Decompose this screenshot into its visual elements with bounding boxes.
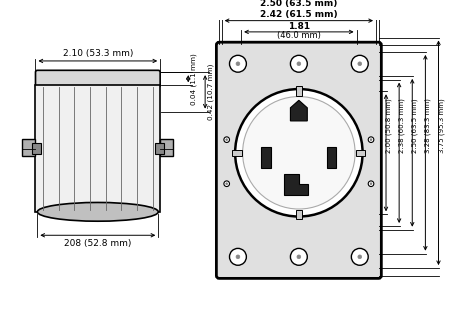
Polygon shape xyxy=(160,139,173,156)
Ellipse shape xyxy=(37,202,158,221)
Text: 3.75 (95.3 mm): 3.75 (95.3 mm) xyxy=(438,98,445,153)
Circle shape xyxy=(229,55,246,72)
Circle shape xyxy=(368,137,374,142)
Bar xyxy=(232,150,242,156)
Text: 3.28 (83.3 mm): 3.28 (83.3 mm) xyxy=(425,98,431,153)
Circle shape xyxy=(291,55,307,72)
Text: 0.42 (10.7 mm): 0.42 (10.7 mm) xyxy=(207,64,213,120)
Circle shape xyxy=(358,62,362,66)
Text: (46.0 mm): (46.0 mm) xyxy=(277,31,321,40)
Text: 2.50 (63.5 mm): 2.50 (63.5 mm) xyxy=(260,0,337,7)
Circle shape xyxy=(297,255,301,259)
Circle shape xyxy=(370,183,372,185)
Bar xyxy=(32,143,41,154)
Circle shape xyxy=(224,181,229,187)
Circle shape xyxy=(229,248,246,265)
Circle shape xyxy=(236,62,240,66)
Bar xyxy=(327,147,337,168)
Text: 1.81: 1.81 xyxy=(288,22,310,31)
Text: 2.00 (50.8 mm): 2.00 (50.8 mm) xyxy=(385,98,392,153)
FancyBboxPatch shape xyxy=(216,42,382,279)
Bar xyxy=(356,150,365,156)
Circle shape xyxy=(226,183,228,185)
Circle shape xyxy=(224,137,229,142)
Bar xyxy=(155,143,164,154)
Circle shape xyxy=(351,248,368,265)
Polygon shape xyxy=(291,100,307,121)
Text: 2.50 (63.5 mm): 2.50 (63.5 mm) xyxy=(412,98,419,153)
Circle shape xyxy=(358,255,362,259)
Polygon shape xyxy=(22,139,36,156)
Circle shape xyxy=(226,139,228,141)
Text: 2.42 (61.5 mm): 2.42 (61.5 mm) xyxy=(260,10,337,19)
Circle shape xyxy=(370,139,372,141)
Circle shape xyxy=(243,97,355,209)
Circle shape xyxy=(236,255,240,259)
Bar xyxy=(36,85,160,212)
Circle shape xyxy=(297,62,301,66)
Bar xyxy=(296,210,301,219)
Polygon shape xyxy=(284,174,308,195)
Bar xyxy=(261,147,271,168)
Text: 208 (52.8 mm): 208 (52.8 mm) xyxy=(64,239,131,248)
Bar xyxy=(296,86,301,96)
FancyBboxPatch shape xyxy=(36,70,160,87)
Text: 0.04 (1.1 mm): 0.04 (1.1 mm) xyxy=(190,53,197,105)
Circle shape xyxy=(351,55,368,72)
Circle shape xyxy=(368,181,374,187)
Circle shape xyxy=(291,248,307,265)
Text: 2.38 (60.3 mm): 2.38 (60.3 mm) xyxy=(399,98,405,153)
Text: 2.10 (53.3 mm): 2.10 (53.3 mm) xyxy=(63,49,133,58)
Circle shape xyxy=(235,89,363,216)
